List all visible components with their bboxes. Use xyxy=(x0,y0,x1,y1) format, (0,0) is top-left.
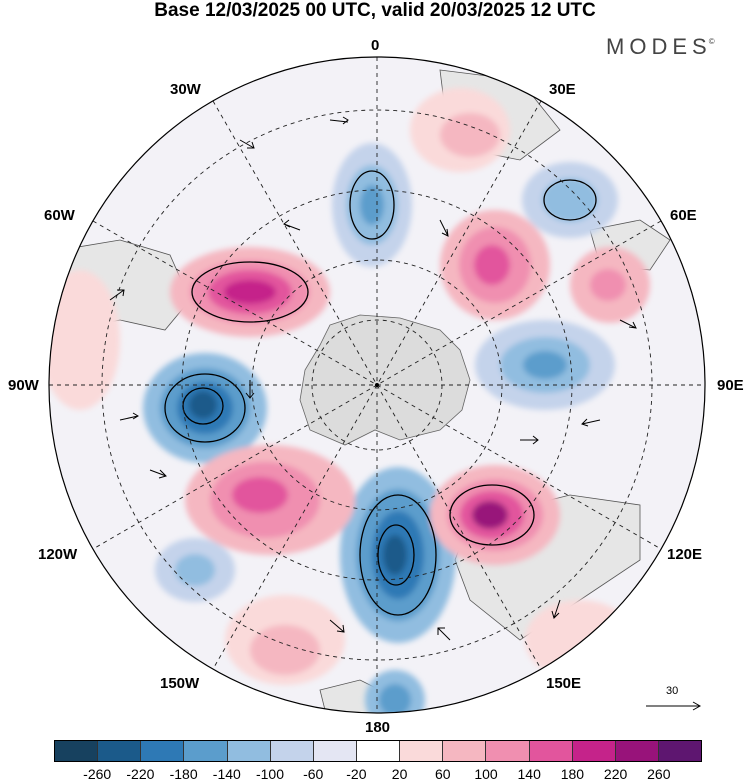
modes-logo: MODES© xyxy=(606,34,715,60)
wind-vectors xyxy=(109,116,637,641)
colorbar-tick-label: -100 xyxy=(255,766,285,782)
colorbar-swatch xyxy=(572,741,616,761)
colorbar-swatch xyxy=(98,741,142,761)
colorbar-swatch xyxy=(443,741,487,761)
colorbar-swatch xyxy=(486,741,530,761)
colorbar-swatch xyxy=(55,741,99,761)
colorbar-swatch xyxy=(615,741,659,761)
lon-label-150e: 150E xyxy=(546,675,582,692)
colorbar-swatch xyxy=(227,741,271,761)
anomaly-blobs xyxy=(49,88,650,713)
lon-label-90e: 90E xyxy=(717,377,744,394)
lon-label-180: 180 xyxy=(365,719,391,736)
colorbar-tick-label: -260 xyxy=(83,766,112,782)
contour-lines xyxy=(164,170,597,616)
lon-label-120w: 120W xyxy=(38,546,78,563)
colorbar-swatch xyxy=(529,741,573,761)
copyright-mark: © xyxy=(708,37,715,46)
colorbar-tick-label: -180 xyxy=(169,766,198,782)
lon-label-120e: 120E xyxy=(667,546,703,563)
colorbar-tick-label: -220 xyxy=(126,766,155,782)
colorbar-tick-label: 180 xyxy=(560,766,585,782)
south-pole-marker xyxy=(375,383,379,387)
colorbar-tick-label: 100 xyxy=(474,766,498,782)
colorbar-tick-label: -20 xyxy=(346,766,367,782)
lon-label-30e: 30E xyxy=(549,81,576,98)
colorbar-swatch xyxy=(313,741,357,761)
lon-label-150w: 150W xyxy=(160,675,200,692)
lon-label-90w: 90W xyxy=(8,377,39,394)
colorbar-swatch xyxy=(184,741,228,761)
colorbar-tick-label: 20 xyxy=(391,766,408,782)
colorbar-tick-label: -140 xyxy=(212,766,241,782)
brand-name: MODES xyxy=(606,34,712,59)
reference-vector-value: 30 xyxy=(666,685,679,697)
colorbar-legend xyxy=(54,740,702,762)
map-boundary xyxy=(48,56,706,714)
colorbar-swatch xyxy=(270,741,314,761)
reference-vector-arrow xyxy=(646,701,702,711)
lon-label-30w: 30W xyxy=(170,81,201,98)
map-title: Base 12/03/2025 00 UTC, valid 20/03/2025… xyxy=(154,0,596,21)
colorbar-swatch xyxy=(400,741,444,761)
colorbar-swatch xyxy=(141,741,185,761)
lon-label-60e: 60E xyxy=(670,207,697,224)
lon-label-0: 0 xyxy=(371,37,380,54)
colorbar-tick-label: 60 xyxy=(435,766,451,782)
colorbar-swatch xyxy=(356,741,401,761)
colorbar-tick-label: 220 xyxy=(603,766,628,782)
colorbar xyxy=(54,740,702,762)
colorbar-tick-label: -60 xyxy=(303,766,324,782)
colorbar-tick-label: 260 xyxy=(647,766,671,782)
colorbar-swatch xyxy=(658,741,702,761)
colorbar-tick-label: 140 xyxy=(517,766,541,782)
lon-label-60w: 60W xyxy=(44,207,75,224)
anomaly-field xyxy=(49,57,705,713)
antarctica-landmass xyxy=(299,314,471,446)
positive-anomaly-100w xyxy=(49,270,120,410)
